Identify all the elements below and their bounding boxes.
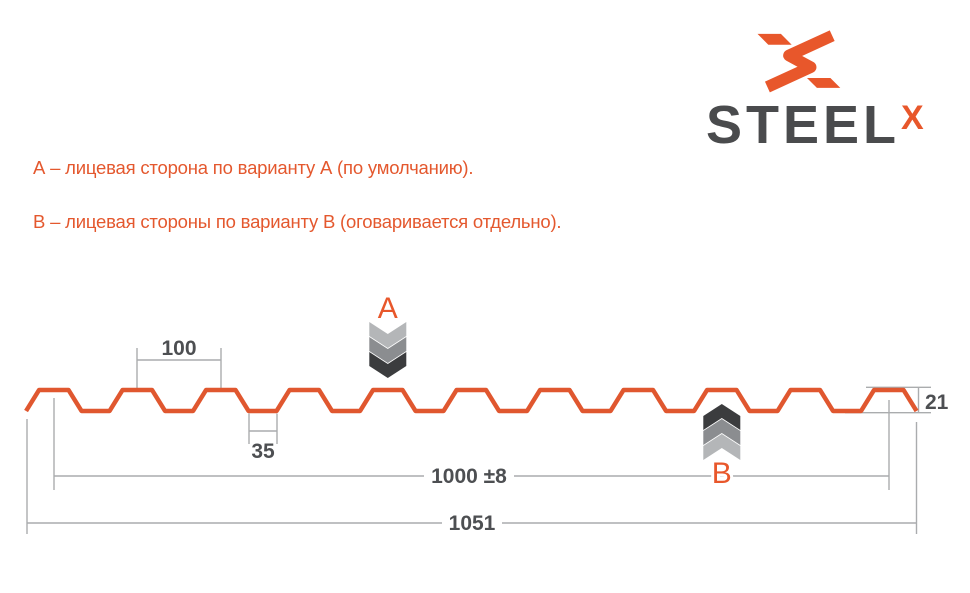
chevron [369,322,407,348]
dim-useful-width: 1000 ±8 [53,398,890,490]
chevron [369,337,407,363]
marker-b: В [703,404,741,493]
note-line-b: В – лицевая стороны по варианту В (огова… [33,211,562,232]
marker-a: А [369,292,407,378]
logo-wordmark: STEEL [706,95,901,155]
chevron [703,419,741,445]
steelx-logo: STEELX [706,98,924,152]
chevron [703,434,741,460]
logo-sup-x: X [901,99,924,137]
note-line-a: А – лицевая сторона по варианту А (по ум… [33,157,474,178]
dim-label-full-width: 1051 [449,512,496,535]
marker-b-label: В [712,457,732,490]
dim-valley-width: 35 [248,413,278,463]
dim-full-width: 1051 [26,419,918,535]
chevron [703,404,741,430]
steelx-logo-icon [757,30,841,93]
dim-label-height: 21 [925,391,949,414]
sheet-profile-line [24,387,919,414]
marker-a-chevrons-icon [369,322,407,378]
chevron [369,352,407,378]
dim-label-valley: 35 [251,440,275,463]
dim-label-pitch: 100 [161,337,196,360]
marker-b-chevrons-icon [703,404,741,460]
marker-a-label: А [378,292,398,325]
logo-x-bottom-right-arm [807,78,841,88]
logo-x-zigzag [764,30,835,93]
dim-pitch: 100 [136,337,222,388]
logo-x-top-left-arm [757,33,792,45]
dim-label-useful-width: 1000 ±8 [431,465,507,488]
